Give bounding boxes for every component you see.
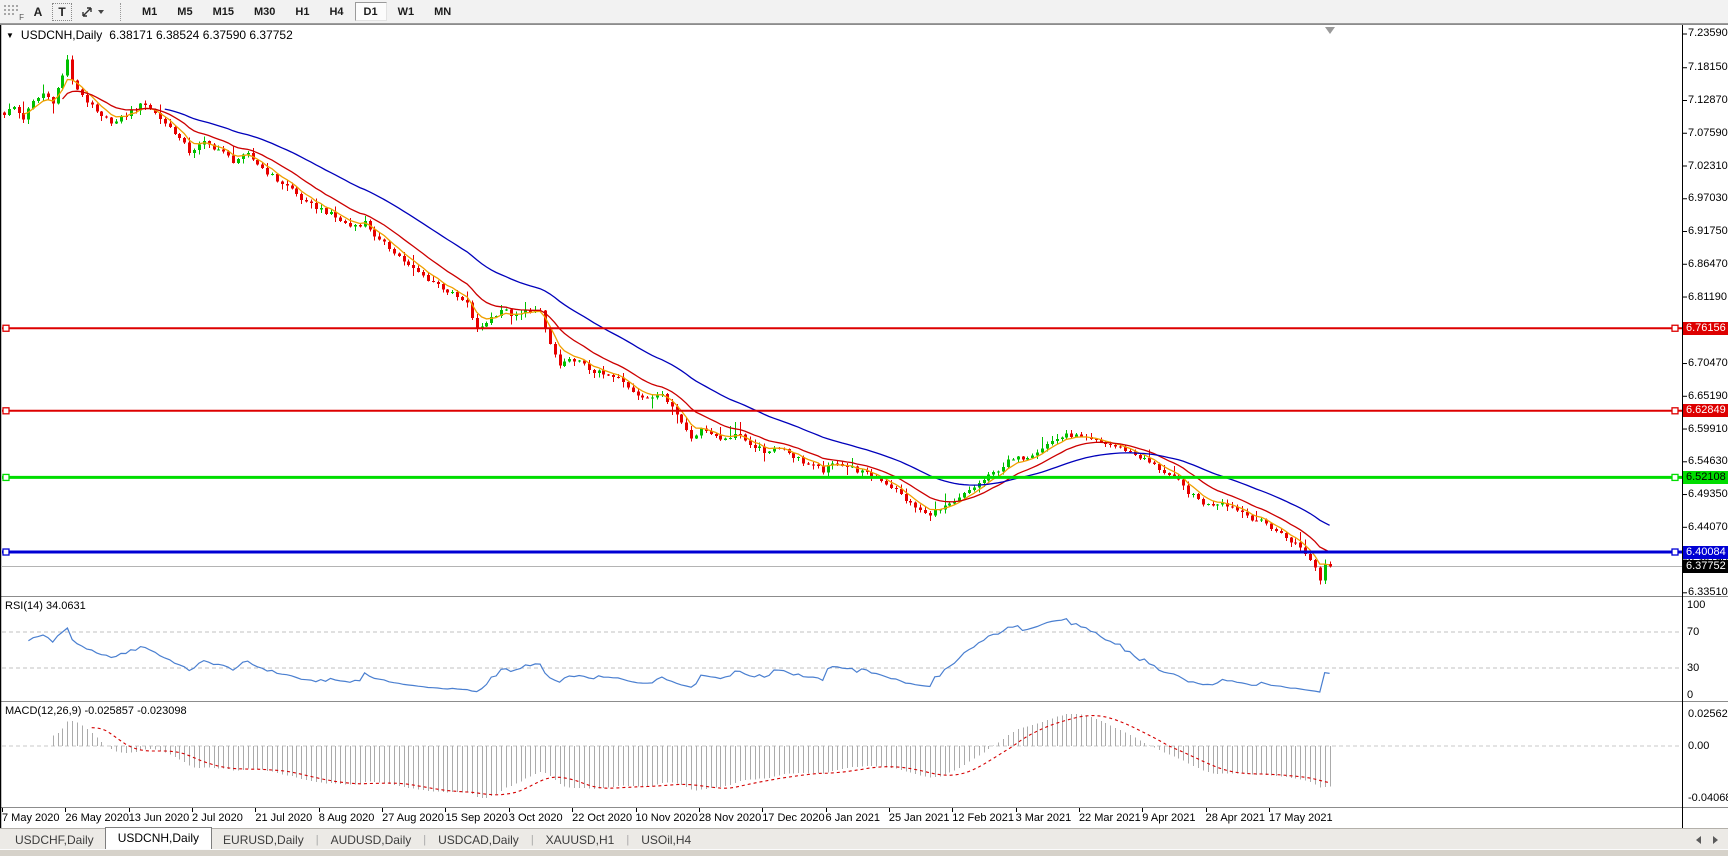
toolbar-separator	[120, 2, 126, 21]
cursor-tool-button[interactable]	[76, 2, 108, 22]
toolbar: F A T M1 M5 M15 M30 H1 H4 D1 W1 MN	[0, 0, 1728, 24]
chart-tab-usdcad[interactable]: USDCAD,Daily	[438, 833, 519, 847]
dots-grid-icon	[4, 4, 18, 15]
timeframe-button-group: M1 M5 M15 M30 H1 H4 D1 W1 MN	[132, 2, 461, 21]
timeframe-button-h1[interactable]: H1	[286, 2, 318, 21]
chart-tab-usoil[interactable]: USOil,H4	[641, 833, 692, 847]
timeframe-button-h4[interactable]: H4	[320, 2, 352, 21]
chart-tabs-bar: USDCHF,Daily USDCNH,Daily EURUSD,Daily | AUD…	[0, 827, 1728, 850]
timeframe-button-d1[interactable]: D1	[354, 2, 387, 21]
chart-tabs: USDCHF,Daily USDCNH,Daily EURUSD,Daily | AUD…	[0, 827, 702, 850]
chart-tab-usdchf[interactable]: USDCHF,Daily	[15, 833, 94, 847]
timeframe-button-m30[interactable]: M30	[245, 2, 284, 21]
chart-tab-usdcnh[interactable]: USDCNH,Daily	[104, 827, 213, 850]
tab-separator: |	[315, 833, 319, 846]
timeframe-button-m1[interactable]: M1	[133, 2, 166, 21]
tab-scroll-controls	[1696, 829, 1728, 850]
annotation-tool-button[interactable]: A	[28, 3, 48, 21]
window-bottom-strip	[0, 849, 1728, 856]
dropdown-caret-icon[interactable]	[98, 9, 104, 14]
move-arrows-icon	[82, 6, 92, 17]
tabs-scroll-left-icon[interactable]	[1696, 835, 1701, 844]
timeframe-button-w1[interactable]: W1	[389, 2, 424, 21]
chart-symbol-label: USDCNH,Daily	[20, 28, 103, 42]
timeframe-button-mn[interactable]: MN	[425, 2, 460, 21]
toolbar-drag-handle[interactable]: F	[2, 3, 26, 22]
chart-ohlc-values: 6.38171 6.38524 6.37590 6.37752	[109, 28, 293, 42]
collapse-triangle-icon[interactable]: ▼	[6, 30, 14, 40]
tab-separator: |	[530, 833, 534, 846]
rsi-indicator-label: RSI(14) 34.0631	[5, 600, 86, 612]
timeframe-button-m15[interactable]: M15	[204, 2, 243, 21]
timeframe-button-m5[interactable]: M5	[168, 2, 201, 21]
tab-separator: |	[626, 833, 630, 846]
tab-separator: |	[423, 833, 427, 846]
chart-tab-xauusd[interactable]: XAUUSD,H1	[545, 833, 615, 847]
tabs-scroll-right-icon[interactable]	[1713, 835, 1718, 844]
chart-tab-audusd[interactable]: AUDUSD,Daily	[330, 833, 412, 847]
macd-indicator-label: MACD(12,26,9) -0.025857 -0.023098	[5, 705, 187, 717]
chart-tab-eurusd[interactable]: EURUSD,Daily	[223, 833, 304, 847]
text-tool-button[interactable]: T	[52, 2, 72, 21]
toolbar-handle-label: F	[19, 12, 24, 22]
chart-title: ▼ USDCNH,Daily 6.38171 6.38524 6.37590 6…	[6, 28, 293, 42]
